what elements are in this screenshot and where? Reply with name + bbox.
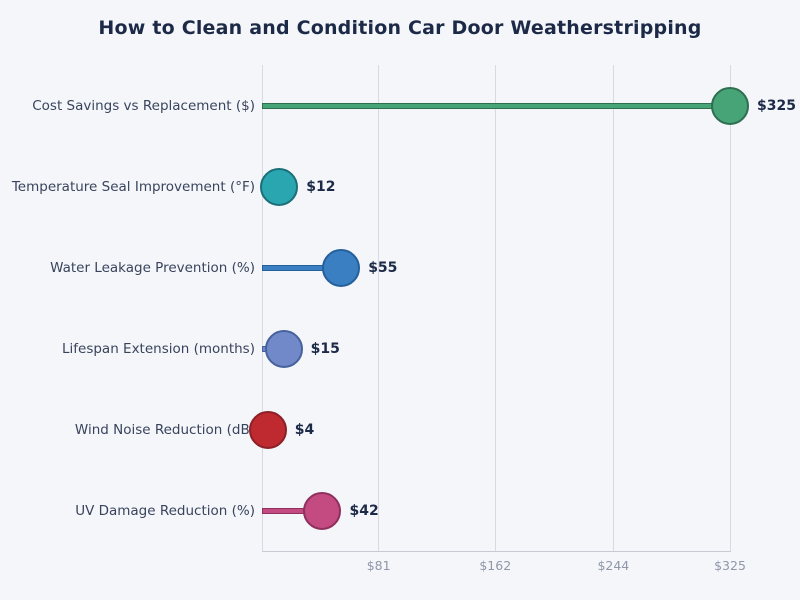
gridline	[494, 65, 496, 551]
chart-title: How to Clean and Condition Car Door Weat…	[98, 17, 702, 39]
lollipop-dot	[711, 86, 749, 125]
lollipop-stem	[262, 102, 730, 109]
category-label: Temperature Seal Improvement (°F)	[11, 178, 255, 195]
category-label: Lifespan Extension (months)	[61, 340, 255, 357]
value-label: $12	[306, 178, 336, 195]
value-label: $55	[368, 259, 398, 276]
value-label: $15	[310, 340, 340, 357]
x-tick-label: $244	[597, 558, 630, 573]
category-label: Water Leakage Prevention (%)	[50, 259, 255, 276]
value-label: $42	[349, 502, 379, 519]
category-label: UV Damage Reduction (%)	[75, 502, 255, 519]
value-label: $4	[294, 421, 315, 438]
x-tick-label: $162	[479, 558, 512, 573]
category-label: Cost Savings vs Replacement ($)	[32, 97, 255, 114]
gridline	[378, 65, 380, 551]
lollipop-dot	[260, 167, 299, 206]
x-tick-label: $81	[366, 558, 391, 573]
lollipop-dot	[264, 329, 303, 368]
lollipop-dot	[248, 410, 287, 449]
gridline	[261, 65, 263, 551]
lollipop-dot	[322, 248, 361, 287]
gridline	[612, 65, 614, 551]
category-label: Wind Noise Reduction (dB)	[74, 421, 255, 438]
lollipop-dot	[303, 491, 342, 530]
x-axis-line	[262, 551, 731, 552]
x-tick-label: $325	[714, 558, 746, 573]
gridline	[729, 65, 731, 551]
value-label: $325	[757, 97, 796, 114]
